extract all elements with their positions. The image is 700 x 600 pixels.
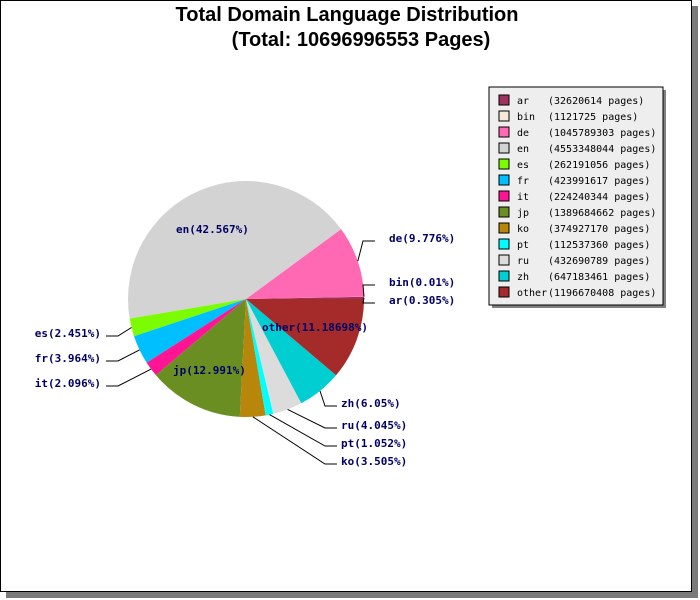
pie-slice-es bbox=[129, 299, 246, 337]
slice-label-de: de(9.776%) bbox=[389, 232, 455, 245]
legend-pages-pt: (112537360 pages) bbox=[548, 240, 650, 251]
legend-label-en: en bbox=[517, 144, 529, 155]
legend-swatch-it bbox=[498, 190, 510, 202]
slice-label-ar: ar(0.305%) bbox=[389, 294, 455, 307]
slice-label-it: it(2.096%) bbox=[35, 377, 101, 390]
legend-label-de: de bbox=[517, 128, 529, 139]
legend-swatch-zh bbox=[498, 270, 510, 282]
legend-pages-fr: (423991617 pages) bbox=[548, 176, 650, 187]
legend-box bbox=[488, 86, 664, 306]
legend-swatch-bin bbox=[498, 110, 510, 122]
legend-swatch-en bbox=[498, 142, 510, 154]
legend-label-jp: jp bbox=[517, 208, 529, 219]
pie-slices bbox=[127, 180, 364, 418]
legend-swatch-pt bbox=[498, 238, 510, 250]
pie-slice-bin bbox=[246, 296, 364, 299]
legend-pages-bin: (1121725 pages) bbox=[548, 112, 638, 123]
legend: ar (32620614 pages) bin (1121725 pages) de (1… bbox=[488, 86, 666, 308]
legend-pages-de: (1045789303 pages) bbox=[548, 128, 656, 139]
legend-label-pt: pt bbox=[517, 240, 529, 251]
leader-line-es bbox=[106, 327, 132, 337]
slice-label-en: en(42.567%) bbox=[176, 223, 249, 236]
slice-label-jp: jp(12.991%) bbox=[173, 364, 246, 377]
pie-slice-jp bbox=[155, 299, 246, 417]
leader-line-bin bbox=[362, 284, 375, 297]
legend-label-ru: ru bbox=[517, 256, 529, 267]
legend-label-other: other bbox=[517, 288, 547, 299]
legend-label-bin: bin bbox=[517, 112, 535, 123]
legend-swatch-ar bbox=[498, 94, 510, 106]
legend-pages-ko: (374927170 pages) bbox=[548, 224, 650, 235]
slice-label-es: es(2.451%) bbox=[35, 327, 101, 340]
pie-slice-it bbox=[146, 299, 246, 376]
pie-slice-ar bbox=[246, 296, 364, 299]
legend-swatch-de bbox=[498, 126, 510, 138]
legend-pages-it: (224240344 pages) bbox=[548, 192, 650, 203]
leader-line-it bbox=[106, 368, 152, 387]
chart-title: Total Domain Language Distribution bbox=[175, 4, 519, 26]
leader-line-fr bbox=[106, 349, 140, 362]
slice-labels: en(42.567%) jp(12.991%) other(11.18698%) de… bbox=[35, 223, 455, 468]
legend-swatch-jp bbox=[498, 206, 510, 218]
legend-swatch-fr bbox=[498, 174, 510, 186]
leader-line-de bbox=[357, 240, 375, 262]
legend-pages-jp: (1389684662 pages) bbox=[548, 208, 656, 219]
leader-line-ar bbox=[362, 297, 375, 304]
slice-label-ru: ru(4.045%) bbox=[341, 419, 407, 432]
legend-swatch-other bbox=[498, 286, 510, 298]
legend-swatch-ko bbox=[498, 222, 510, 234]
legend-label-ko: ko bbox=[517, 224, 529, 235]
legend-label-fr: fr bbox=[517, 176, 529, 187]
legend-swatch-ru bbox=[498, 254, 510, 266]
slice-label-other: other(11.18698%) bbox=[262, 321, 368, 334]
slice-label-fr: fr(3.964%) bbox=[35, 352, 101, 365]
legend-label-ar: ar bbox=[517, 96, 529, 107]
legend-pages-other: (1196670408 pages) bbox=[548, 288, 656, 299]
leader-line-ko bbox=[252, 416, 337, 465]
pie-slice-de bbox=[246, 229, 364, 299]
slice-label-pt: pt(1.052%) bbox=[341, 437, 407, 450]
legend-label-es: es bbox=[517, 160, 529, 171]
leader-line-ru bbox=[287, 408, 337, 429]
leader-line-zh bbox=[319, 390, 337, 407]
slice-label-ko: ko(3.505%) bbox=[341, 455, 407, 468]
pie-slice-ko bbox=[239, 299, 266, 418]
pie-slice-fr bbox=[134, 299, 246, 363]
slice-label-zh: zh(6.05%) bbox=[341, 397, 401, 410]
legend-pages-zh: (647183461 pages) bbox=[548, 272, 650, 283]
pie-slice-other bbox=[246, 299, 364, 376]
legend-label-zh: zh bbox=[517, 272, 529, 283]
pie-slice-pt bbox=[246, 299, 274, 416]
legend-swatch-es bbox=[498, 158, 510, 170]
legend-pages-ru: (432690789 pages) bbox=[548, 256, 650, 267]
chart-subtitle: (Total: 10696996553 Pages) bbox=[231, 29, 491, 51]
pie-slice-ru bbox=[246, 299, 302, 414]
leader-line-pt bbox=[269, 414, 337, 447]
legend-pages-es: (262191056 pages) bbox=[548, 160, 650, 171]
legend-pages-ar: (32620614 pages) bbox=[548, 96, 644, 107]
pie-slice-zh bbox=[246, 299, 337, 404]
slice-label-bin: bin(0.01%) bbox=[389, 276, 455, 289]
pie-slice-en bbox=[127, 180, 342, 319]
legend-pages-en: (4553348044 pages) bbox=[548, 144, 656, 155]
legend-label-it: it bbox=[517, 192, 529, 203]
